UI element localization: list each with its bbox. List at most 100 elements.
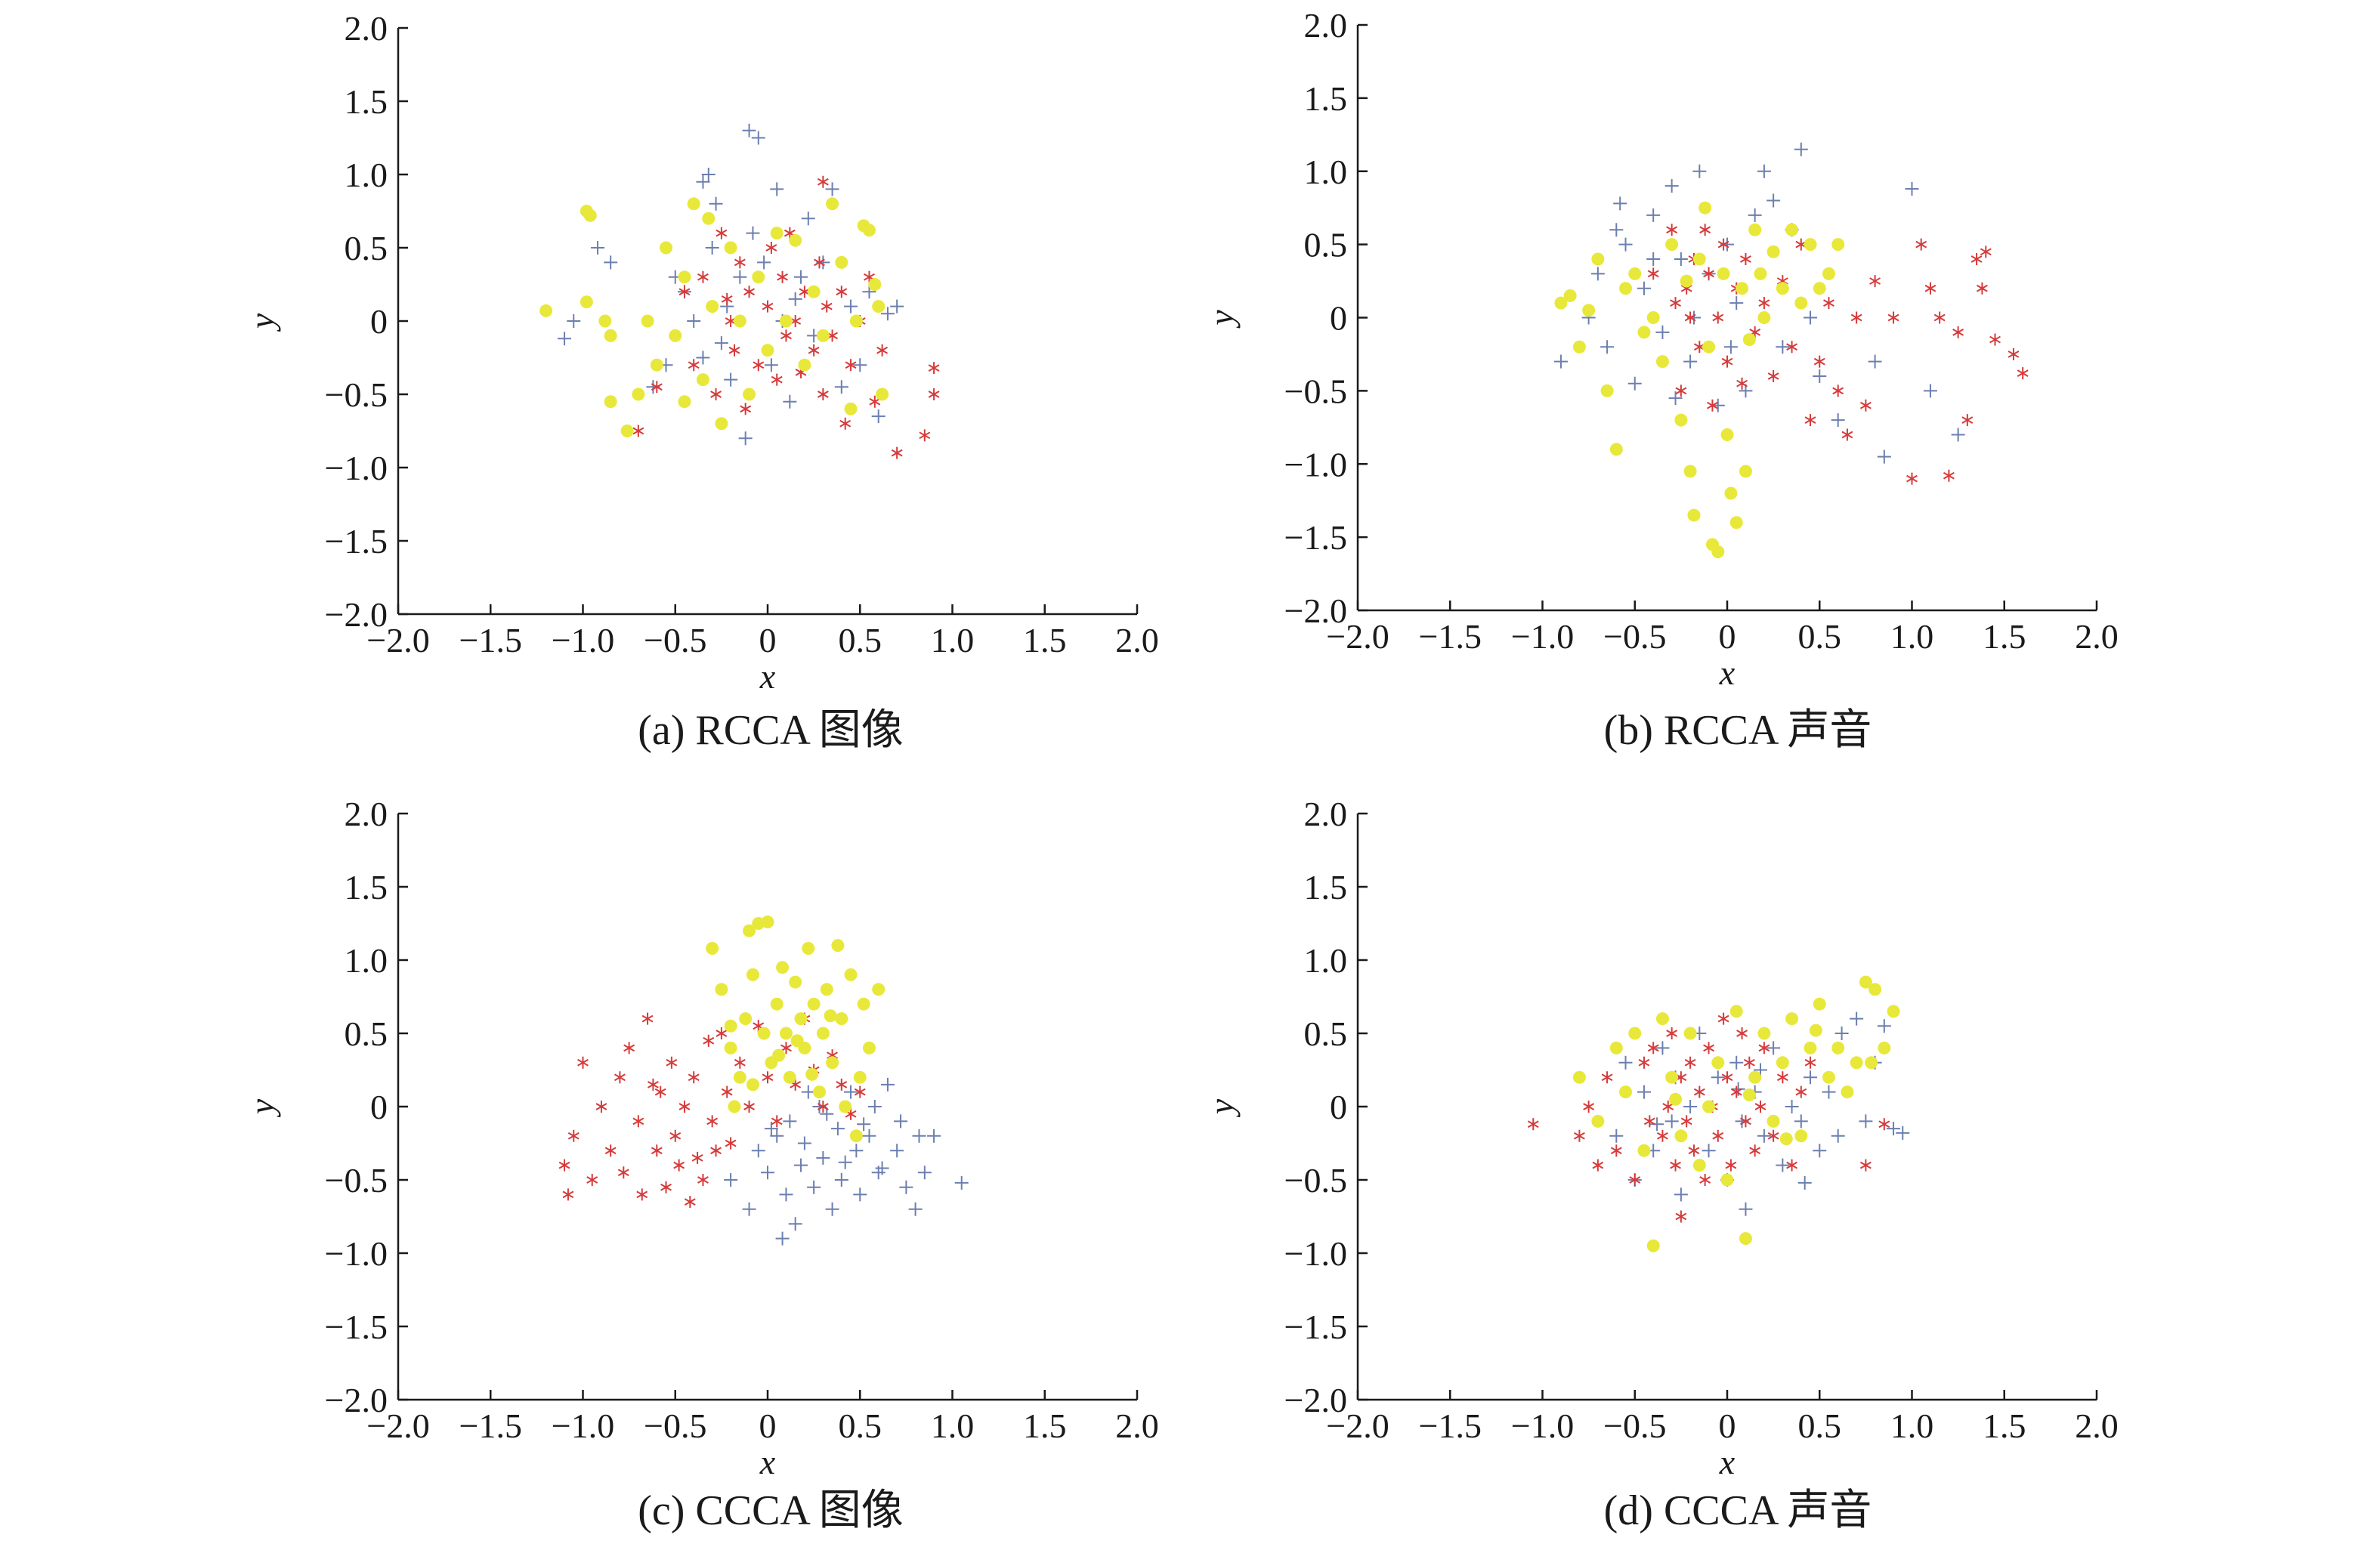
marker-star-d — [1725, 1159, 1737, 1172]
marker-plus-b — [1729, 296, 1744, 310]
marker-star-c — [725, 1137, 737, 1150]
x-tick-label-c: 0.5 — [839, 1407, 882, 1445]
marker-star-c — [647, 1078, 659, 1091]
y-tick-label-d: 1.5 — [1304, 868, 1348, 906]
y-axis-label-d: y — [1202, 1098, 1241, 1117]
x-tick-label-c: −0.5 — [644, 1407, 706, 1445]
marker-star-b — [1647, 267, 1659, 280]
marker-star-a — [765, 242, 777, 254]
marker-star-b — [1736, 377, 1748, 390]
marker-circle-d — [1609, 1041, 1623, 1054]
marker-plus-b — [1877, 449, 1891, 464]
marker-circle-c — [724, 1019, 737, 1033]
x-tick-label-d: −1.0 — [1511, 1407, 1574, 1445]
marker-star-a — [836, 286, 848, 298]
marker-star-c — [673, 1159, 685, 1172]
marker-circle-d — [1702, 1100, 1716, 1113]
marker-circle-a — [669, 329, 682, 342]
marker-star-c — [660, 1181, 672, 1193]
marker-plus-a — [880, 307, 895, 321]
marker-plus-a — [567, 314, 581, 328]
marker-circle-b — [1739, 465, 1752, 478]
marker-circle-a — [702, 212, 716, 225]
marker-circle-b — [1757, 311, 1771, 324]
marker-star-d — [1680, 1115, 1692, 1128]
x-axis-label-b: x — [1719, 653, 1736, 692]
marker-plus-b — [1794, 142, 1808, 156]
marker-star-d — [1527, 1118, 1539, 1131]
marker-circle-c — [835, 1012, 848, 1026]
y-tick-label-b: 2.0 — [1304, 6, 1348, 45]
marker-plus-a — [738, 431, 753, 446]
marker-plus-c — [775, 1231, 790, 1246]
marker-star-b — [1786, 341, 1798, 354]
marker-star-b — [1970, 253, 1983, 265]
marker-plus-b — [1766, 193, 1781, 208]
marker-star-b — [1915, 238, 1927, 251]
marker-circle-c — [831, 939, 845, 953]
marker-star-c — [666, 1056, 678, 1069]
marker-circle-b — [1563, 289, 1577, 302]
marker-star-b — [1758, 297, 1770, 310]
marker-circle-b — [1619, 282, 1633, 295]
marker-circle-c — [794, 1012, 808, 1026]
marker-plus-c — [788, 1217, 802, 1231]
marker-star-d — [1878, 1118, 1890, 1131]
marker-plus-d — [1609, 1129, 1624, 1143]
marker-star-a — [688, 359, 700, 372]
marker-star-a — [762, 300, 774, 313]
marker-star-d — [1583, 1101, 1595, 1113]
marker-star-d — [1647, 1042, 1659, 1054]
marker-plus-a — [770, 182, 784, 196]
marker-circle-a — [752, 270, 765, 284]
marker-circle-d — [1813, 997, 1826, 1011]
marker-plus-c — [797, 1136, 811, 1150]
marker-plus-a — [705, 241, 719, 255]
marker-circle-c — [715, 983, 728, 996]
marker-plus-c — [890, 1144, 904, 1158]
x-tick-label-d: 1.5 — [1983, 1407, 2026, 1445]
x-tick-label-d: 0.5 — [1798, 1407, 1842, 1445]
marker-plus-b — [1723, 340, 1738, 354]
marker-circle-b — [1674, 413, 1688, 427]
marker-circle-b — [1724, 486, 1738, 500]
marker-star-c — [567, 1129, 580, 1142]
marker-circle-a — [743, 388, 756, 401]
x-tick-label-a: 2.0 — [1115, 621, 1159, 659]
marker-star-c — [817, 1101, 829, 1113]
marker-star-d — [1859, 1159, 1872, 1172]
marker-star-d — [1675, 1210, 1687, 1223]
marker-circle-a — [620, 425, 634, 437]
marker-circle-c — [739, 1012, 753, 1026]
marker-star-d — [1804, 1056, 1816, 1069]
marker-circle-c — [761, 916, 774, 929]
marker-plus-b — [1831, 413, 1845, 428]
marker-circle-d — [1628, 1027, 1642, 1040]
marker-plus-b — [1683, 354, 1698, 369]
marker-plus-d — [1655, 1041, 1670, 1055]
marker-circle-c — [812, 1085, 826, 1099]
marker-plus-a — [783, 394, 797, 409]
marker-plus-c — [927, 1129, 941, 1143]
y-tick-label-b: 0 — [1330, 299, 1347, 338]
marker-star-b — [1717, 238, 1729, 251]
marker-circle-b — [1794, 296, 1808, 310]
marker-circle-b — [1736, 282, 1749, 295]
marker-circle-a — [868, 278, 882, 291]
marker-star-d — [1786, 1159, 1798, 1172]
marker-plus-d — [1757, 1129, 1771, 1143]
marker-star-a — [632, 425, 644, 437]
y-tick-label-b: 1.0 — [1304, 153, 1348, 191]
marker-star-d — [1740, 1115, 1751, 1128]
x-tick-label-a: 1.5 — [1023, 621, 1067, 659]
marker-star-b — [1740, 253, 1751, 265]
marker-star-a — [716, 227, 728, 239]
marker-star-d — [1592, 1159, 1604, 1172]
marker-plus-a — [733, 270, 747, 284]
marker-star-b — [1699, 224, 1711, 236]
marker-star-a — [814, 256, 825, 269]
marker-plus-b — [1553, 354, 1568, 369]
marker-star-a — [697, 270, 709, 283]
marker-plus-c — [770, 1129, 784, 1143]
marker-plus-a — [834, 380, 848, 394]
